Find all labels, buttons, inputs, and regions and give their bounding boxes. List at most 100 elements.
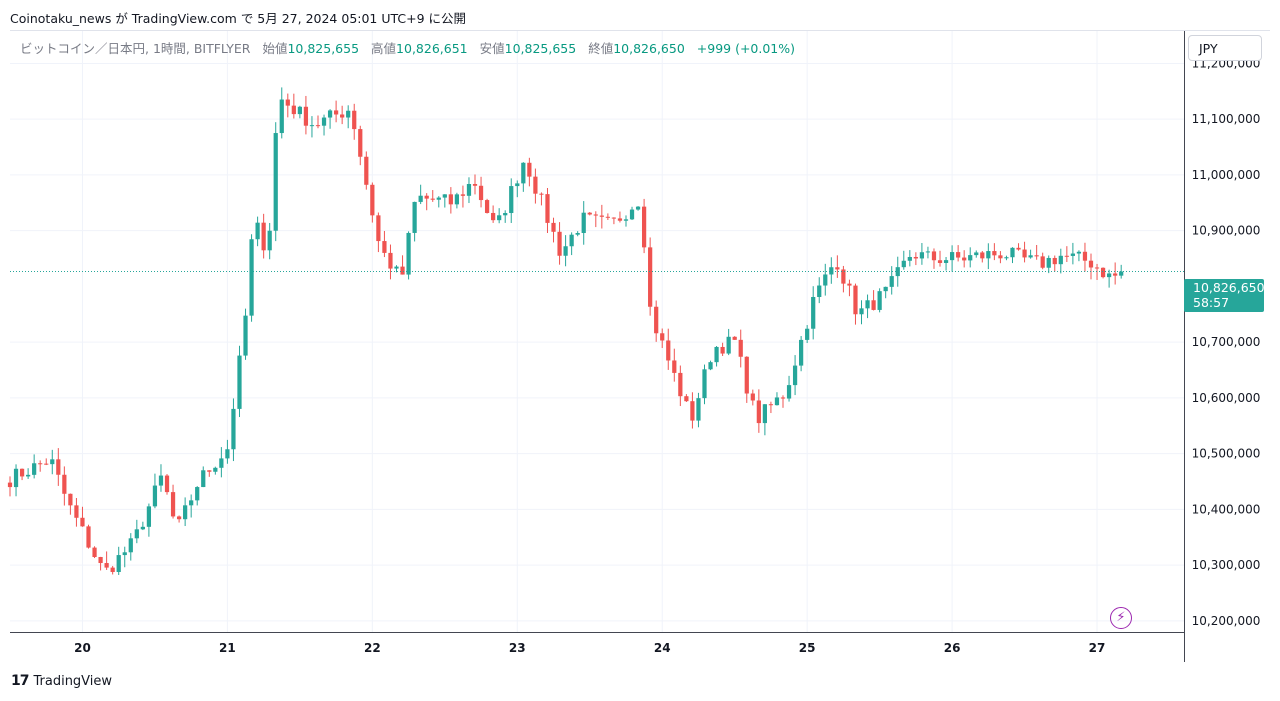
candle: [1082, 242, 1088, 272]
candle: [1004, 255, 1009, 261]
candle: [1034, 244, 1039, 260]
candle: [551, 217, 556, 243]
candle: [1119, 264, 1124, 279]
candle: [128, 533, 133, 561]
candle: [321, 114, 327, 136]
candle: [605, 213, 610, 221]
candle: [273, 122, 278, 242]
candle: [62, 466, 67, 506]
x-tick-label: 21: [219, 641, 236, 655]
chart-grid: [10, 30, 1184, 632]
candle: [714, 346, 719, 367]
candle: [44, 458, 49, 466]
price-axis[interactable]: 11,200,00011,100,00011,000,00010,900,000…: [1192, 56, 1261, 627]
candle: [406, 231, 411, 280]
candle: [460, 185, 466, 208]
symbol-label: ビットコイン／日本円, 1時間, BITFLYER: [20, 41, 251, 56]
open-value: 10,825,655: [287, 41, 360, 56]
candle: [792, 355, 798, 396]
currency-button[interactable]: JPY: [1188, 35, 1262, 61]
candle: [678, 365, 683, 407]
candle: [430, 190, 435, 202]
y-tick-label: 10,900,000: [1192, 224, 1261, 238]
candle: [164, 474, 170, 495]
candle: [762, 404, 768, 436]
candle: [38, 460, 43, 472]
tradingview-logo-icon: 17: [11, 673, 30, 689]
candle: [913, 252, 918, 266]
candle: [835, 255, 840, 278]
open-label: 始値: [262, 41, 288, 56]
candle: [315, 115, 321, 129]
candle: [956, 245, 961, 262]
candle: [702, 364, 707, 405]
candle: [340, 105, 345, 125]
close-value: 10,826,650: [613, 41, 685, 56]
candle: [291, 93, 296, 119]
candle: [587, 212, 592, 216]
candle: [491, 205, 496, 223]
candle: [563, 235, 568, 267]
candle: [412, 201, 417, 242]
candle: [183, 497, 188, 527]
candle: [424, 193, 429, 211]
candle: [635, 206, 641, 211]
candle: [805, 325, 810, 344]
candle: [1076, 250, 1082, 262]
candle: [629, 206, 635, 221]
candle: [998, 251, 1003, 264]
candle: [666, 328, 671, 370]
candle: [889, 266, 894, 295]
x-tick-label: 24: [654, 641, 671, 655]
candle: [1107, 269, 1112, 288]
candle: [527, 157, 532, 187]
close-label: 終値: [588, 41, 614, 56]
candle: [799, 336, 804, 372]
candle: [865, 294, 870, 319]
candle: [1040, 252, 1045, 270]
candle: [219, 447, 224, 478]
high-value: 10,826,651: [396, 41, 468, 56]
candle: [1028, 249, 1033, 259]
candle: [919, 243, 925, 265]
candle: [104, 551, 109, 570]
candle: [968, 247, 973, 268]
low-value: 10,825,655: [504, 41, 577, 56]
candle: [7, 476, 13, 497]
candle: [853, 283, 858, 325]
candle: [811, 286, 816, 340]
candle: [352, 103, 357, 140]
candle: [195, 486, 200, 506]
x-tick-label: 26: [944, 641, 961, 655]
y-tick-label: 11,100,000: [1192, 112, 1261, 126]
time-axis[interactable]: 20 21 22 23 24 25 26 27: [74, 641, 1105, 655]
candle: [992, 243, 997, 261]
candle: [32, 454, 37, 479]
candle: [189, 494, 194, 518]
price-chart[interactable]: 11,200,00011,100,00011,000,00010,900,000…: [0, 30, 1280, 664]
x-tick-label: 22: [364, 641, 381, 655]
candle: [1113, 262, 1118, 285]
candle: [974, 250, 979, 258]
candle: [503, 210, 508, 223]
candle: [19, 468, 25, 481]
candle: [786, 375, 792, 402]
candle: [726, 328, 731, 356]
candle: [883, 286, 888, 299]
candle: [780, 395, 786, 408]
lightning-icon[interactable]: ⚡: [1110, 607, 1132, 629]
candle: [158, 464, 164, 492]
candle: [817, 277, 822, 304]
low-label: 安値: [479, 41, 505, 56]
candle: [370, 182, 375, 223]
candle: [478, 176, 484, 208]
candle: [1010, 247, 1015, 264]
candle: [255, 216, 260, 247]
candle: [279, 87, 284, 139]
candle: [859, 300, 864, 325]
candle: [1058, 248, 1063, 274]
candle: [521, 162, 526, 192]
candle: [1088, 253, 1094, 280]
candle: [68, 493, 73, 515]
candle: [901, 250, 906, 270]
